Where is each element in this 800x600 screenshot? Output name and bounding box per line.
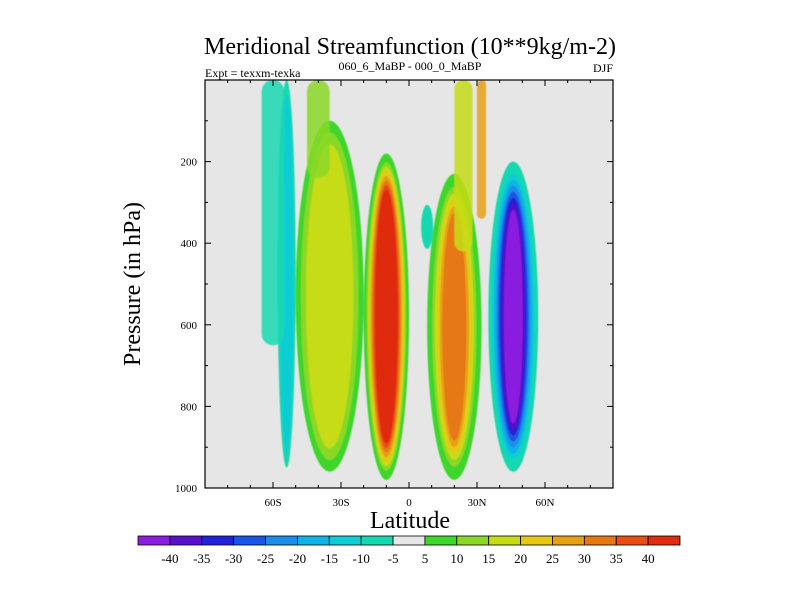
- colorbar-level-label: 25: [546, 551, 559, 566]
- colorbar-swatch: [488, 535, 521, 546]
- contour-band: [305, 144, 354, 449]
- colorbar-swatch: [456, 535, 490, 546]
- contour-band: [442, 213, 467, 441]
- colorbar-level-label: -20: [289, 551, 306, 566]
- colorbar-level-label: 30: [578, 551, 591, 566]
- contour-pocket: [421, 204, 434, 249]
- colorbar-swatch: [615, 535, 649, 546]
- colorbar-swatch: [233, 535, 266, 546]
- colorbar-level-label: -5: [388, 551, 399, 566]
- y-tick-label: 800: [181, 401, 198, 413]
- contour-band: [503, 209, 523, 424]
- colorbar-level-label: -10: [353, 551, 370, 566]
- colorbar-swatch: [201, 535, 235, 546]
- contour-streak: [227, 80, 251, 293]
- x-tick-label: 30S: [332, 497, 349, 509]
- axis-ticks: 60S 30S 0 30N 60N 200 400 600 800 1000: [175, 80, 613, 509]
- y-tick-label: 400: [181, 238, 198, 250]
- y-tick-label: 600: [181, 320, 198, 332]
- colorbar-swatch: [265, 535, 298, 546]
- colorbar-level-label: -35: [193, 551, 210, 566]
- contour-streak: [477, 80, 487, 219]
- contour-fill: [227, 80, 539, 480]
- colorbar-level-label: 20: [514, 551, 527, 566]
- contour-band: [374, 189, 398, 444]
- colorbar-swatch: [137, 535, 171, 546]
- plot-area: 60S 30S 0 30N 60N 200 400 600 800 1000: [175, 79, 614, 509]
- colorbar-swatch: [520, 535, 553, 546]
- colorbar-swatch: [297, 535, 330, 546]
- x-tick-label: 30N: [468, 497, 487, 509]
- contour-streak: [454, 80, 473, 252]
- chart-title: Meridional Streamfunction (10**9kg/m-2): [204, 34, 616, 60]
- colorbar-swatch: [583, 535, 617, 546]
- y-tick-label: 1000: [175, 483, 198, 495]
- season-label: DJF: [593, 61, 613, 75]
- contour-streak: [307, 80, 330, 178]
- colorbar-swatch: [424, 535, 458, 546]
- experiment-period-label: 060_6_MaBP - 000_0_MaBP: [339, 59, 482, 73]
- x-tick-label: 60S: [264, 497, 281, 509]
- colorbar-level-label: 40: [642, 551, 655, 566]
- x-tick-label: 60N: [536, 497, 555, 509]
- colorbar-level-label: 10: [450, 551, 463, 566]
- colorbar-swatch: [647, 535, 681, 546]
- colorbar-swatch: [552, 535, 585, 546]
- contour-streak: [261, 80, 285, 346]
- colorbar-level-label: -30: [225, 551, 242, 566]
- colorbar-swatch: [328, 535, 362, 546]
- colorbar: -40 -35 -30 -25 -20 -15 -10 -5 5 10 15 20 25 30 35 40: [137, 535, 681, 566]
- colorbar-level-label: -25: [257, 551, 274, 566]
- colorbar-level-label: 35: [610, 551, 623, 566]
- colorbar-level-label: -15: [321, 551, 338, 566]
- colorbar-swatch: [360, 535, 394, 546]
- x-axis-label: Latitude: [370, 508, 450, 534]
- y-axis-label: Pressure (in hPa): [120, 202, 146, 366]
- experiment-label: Expt = texxm-texka: [205, 66, 301, 80]
- colorbar-level-label: 15: [482, 551, 495, 566]
- x-tick-label: 0: [406, 497, 412, 509]
- colorbar-swatch: [392, 535, 426, 546]
- colorbar-level-label: -40: [161, 551, 178, 566]
- colorbar-level-label: 5: [422, 551, 429, 566]
- y-tick-label: 200: [181, 157, 198, 169]
- colorbar-swatch: [169, 535, 203, 546]
